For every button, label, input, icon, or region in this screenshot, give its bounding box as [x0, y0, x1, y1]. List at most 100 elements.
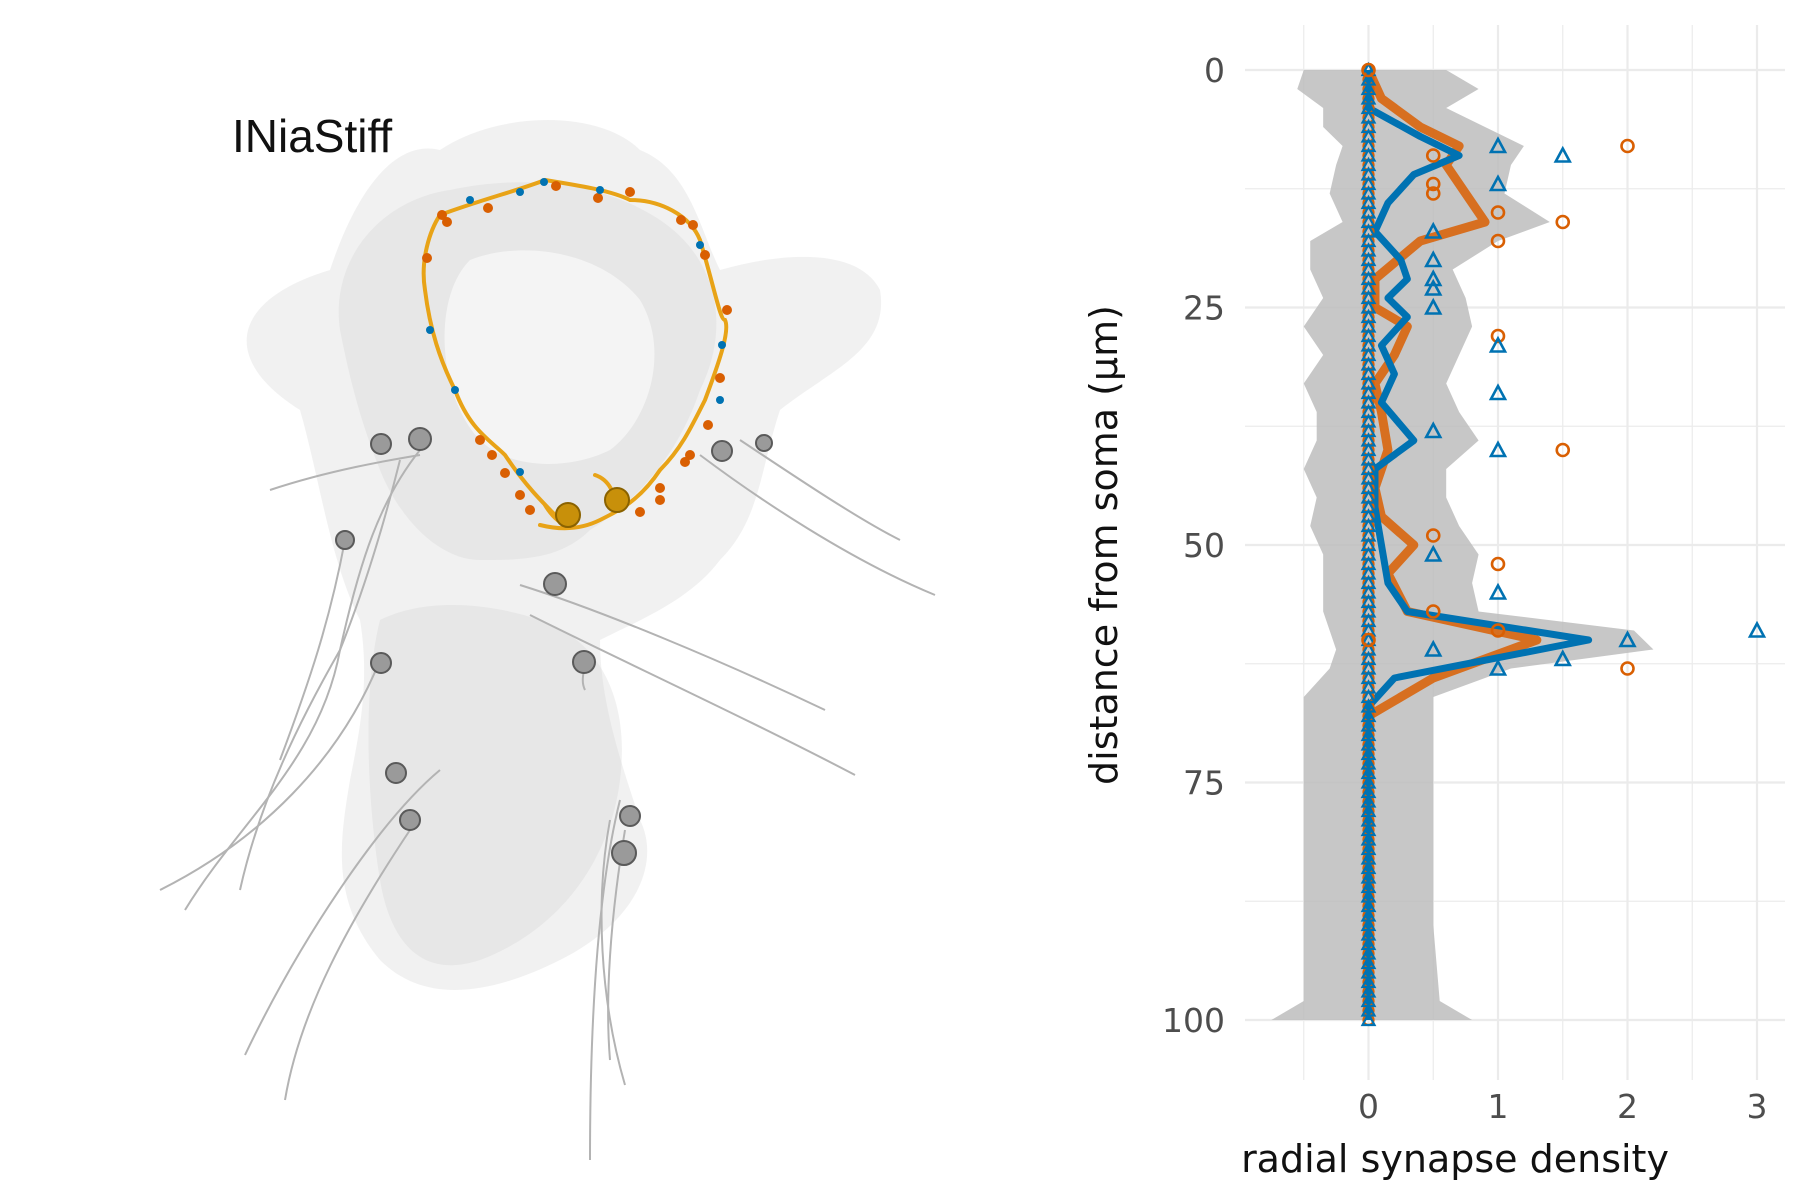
synapse	[442, 217, 452, 227]
y-tick-label: 75	[1183, 764, 1225, 803]
data-point	[1424, 544, 1443, 562]
data-point	[1620, 138, 1635, 154]
neurite	[159, 659, 381, 891]
data-point	[1425, 176, 1441, 192]
neurite	[600, 819, 626, 1086]
synapse	[655, 495, 665, 505]
synapse	[655, 483, 665, 493]
neurite	[519, 584, 826, 711]
y-tick-label: 100	[1162, 1001, 1225, 1040]
series-lines	[1364, 68, 1593, 1020]
mesh-highlight	[444, 250, 655, 464]
x-axis-title: radial synapse density	[1241, 1137, 1669, 1181]
neurite	[184, 449, 421, 911]
partner-soma	[572, 650, 596, 674]
synapse	[551, 181, 561, 191]
partner-somata	[335, 427, 773, 866]
data-point	[1424, 269, 1443, 287]
data-point	[1747, 620, 1767, 638]
synapse	[680, 457, 690, 467]
partner-soma	[335, 530, 355, 550]
neurite	[529, 614, 856, 776]
data-point	[1425, 148, 1441, 163]
synapse	[451, 386, 459, 394]
data-point	[1425, 604, 1441, 619]
synapse	[422, 253, 432, 263]
synapse	[716, 396, 724, 404]
output-synapses	[426, 178, 726, 476]
partner-soma	[399, 809, 421, 831]
data-point	[1553, 145, 1572, 163]
data-point	[1490, 205, 1506, 220]
partner-neurites	[159, 439, 936, 1161]
data-point	[1424, 221, 1443, 239]
synapse	[426, 326, 434, 334]
tick-labels: 0 1 2 3 0 25 50 75 100	[1162, 51, 1768, 1126]
y-axis-title: distance from soma (µm)	[1082, 305, 1126, 785]
synapse	[703, 420, 713, 430]
data-point	[1424, 250, 1443, 268]
mesh-lower	[368, 605, 622, 966]
synapse	[596, 186, 604, 194]
data-point	[1488, 582, 1508, 600]
neuron-render-panel: INiaStiff	[159, 110, 936, 1161]
synapse	[466, 196, 474, 204]
data-point	[1490, 328, 1506, 344]
synapse	[685, 450, 695, 460]
neurite	[699, 454, 936, 596]
x-tick-label: 2	[1617, 1087, 1638, 1126]
data-point	[1620, 661, 1635, 676]
synapse	[715, 373, 725, 383]
synapse	[625, 187, 635, 197]
soma-ball	[555, 502, 581, 528]
cell-type-title: INiaStiff	[232, 110, 392, 162]
series-points	[1360, 61, 1767, 1027]
synapse	[487, 450, 497, 460]
series-line-orange	[1364, 68, 1542, 1020]
data-point	[1424, 639, 1443, 657]
x-tick-label: 3	[1747, 1087, 1768, 1126]
data-point	[1488, 658, 1508, 676]
data-point	[1488, 174, 1508, 192]
series-line-blue	[1365, 70, 1593, 1020]
data-point	[1490, 623, 1506, 638]
input-synapses	[422, 181, 732, 517]
synapse	[500, 468, 510, 478]
soma-balls	[555, 487, 630, 528]
synapse	[515, 490, 525, 500]
synapse-markers	[422, 178, 732, 517]
x-tick-label: 0	[1358, 1087, 1379, 1126]
synapse	[718, 341, 726, 349]
data-point-zero	[1360, 1011, 1377, 1027]
synapse	[696, 241, 704, 249]
data-point	[1361, 632, 1376, 648]
partner-soma	[408, 427, 432, 451]
data-point	[1490, 556, 1506, 572]
partner-soma	[619, 805, 641, 827]
data-point	[1424, 278, 1443, 296]
data-point	[1490, 233, 1506, 249]
data-point	[1618, 630, 1637, 648]
data-point	[1555, 442, 1571, 458]
data-point	[1425, 186, 1441, 201]
synapse	[676, 215, 686, 225]
y-tick-label: 0	[1204, 51, 1225, 90]
partner-soma	[711, 440, 733, 462]
neurite	[269, 454, 421, 491]
neurite	[244, 769, 441, 1056]
partner-soma	[611, 840, 637, 866]
data-point	[1488, 136, 1508, 154]
synapse	[688, 220, 698, 230]
neurite	[284, 829, 411, 1101]
soma-ball	[604, 487, 630, 513]
synapse	[516, 468, 524, 476]
x-tick-label: 1	[1488, 1087, 1509, 1126]
synapse	[722, 305, 732, 315]
data-point	[1555, 214, 1571, 230]
partner-soma	[370, 433, 392, 455]
data-point	[1424, 421, 1443, 439]
data-point	[1488, 383, 1508, 401]
synapse	[635, 507, 645, 517]
data-point	[1425, 528, 1441, 543]
